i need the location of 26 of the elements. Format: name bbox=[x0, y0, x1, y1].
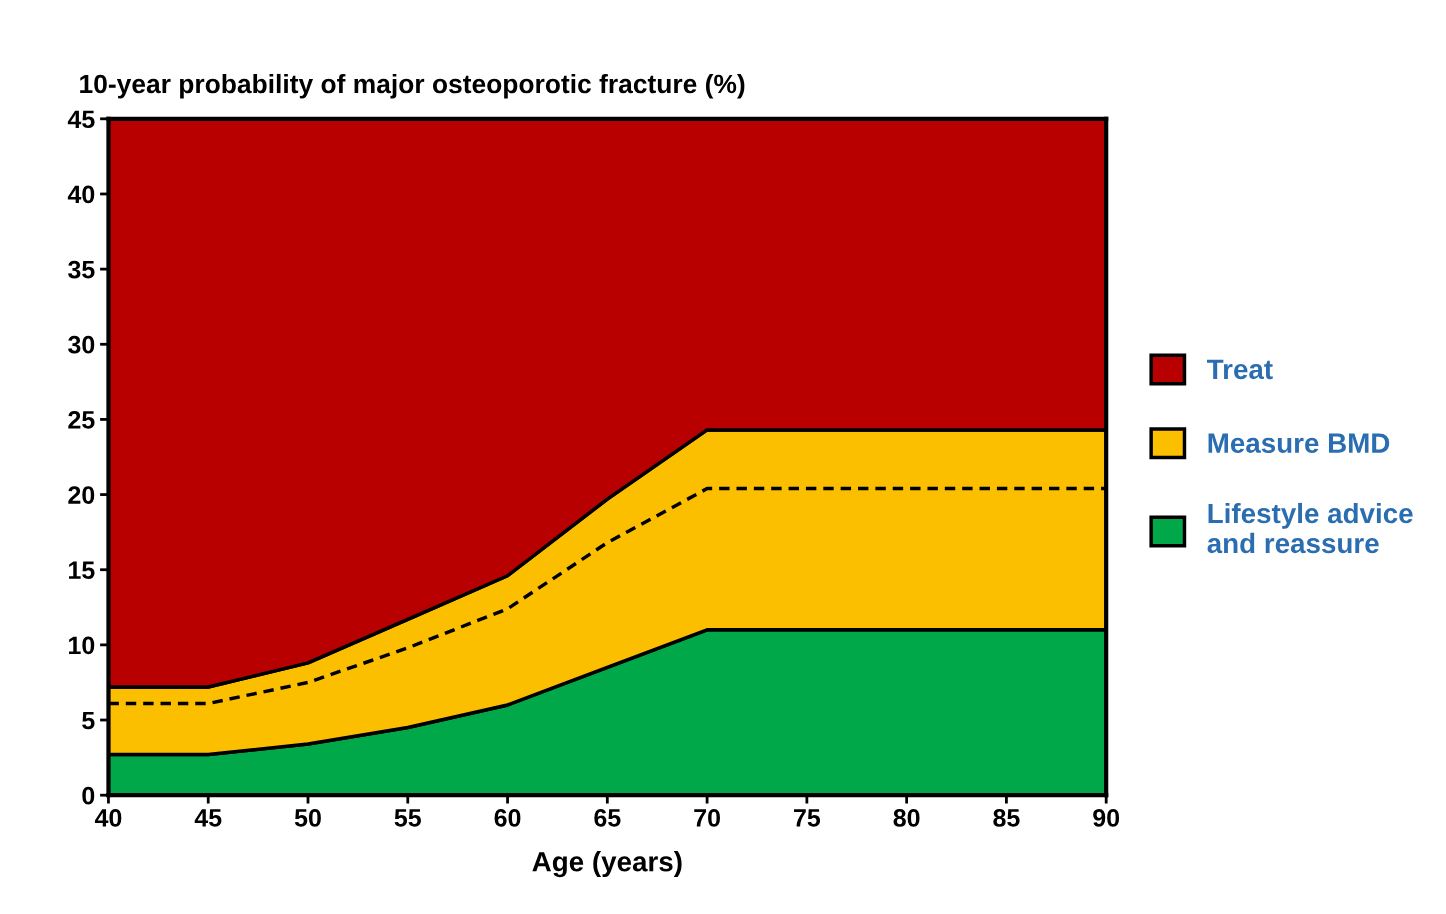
y-tick-label: 30 bbox=[68, 335, 95, 354]
x-tick-label: 70 bbox=[694, 809, 720, 827]
y-tick-label: 10 bbox=[69, 636, 95, 655]
y-tick-label: 25 bbox=[68, 411, 95, 429]
x-tick-label: 50 bbox=[294, 809, 321, 827]
x-tick-label: 80 bbox=[893, 809, 920, 827]
legend-label: Treat bbox=[1207, 359, 1273, 380]
x-tick-label: 60 bbox=[494, 809, 521, 827]
x-tick-label: 45 bbox=[194, 809, 222, 827]
y-tick-label: 40 bbox=[67, 185, 95, 204]
y-tick-label: 15 bbox=[69, 561, 95, 580]
x-tick-label: 90 bbox=[1093, 809, 1120, 827]
x-axis-title: Age (years) bbox=[532, 851, 682, 878]
y-axis-title: 10-year probability of major osteoporotic fracture (%) bbox=[80, 73, 745, 99]
y-tick-label: 45 bbox=[67, 110, 95, 129]
x-tick-label: 40 bbox=[94, 809, 122, 827]
legend-label: Measure BMD bbox=[1208, 433, 1390, 453]
x-tick-label: 85 bbox=[993, 809, 1020, 827]
legend-label: Lifestyle advice and reassure bbox=[1207, 502, 1413, 554]
x-tick-label: 55 bbox=[394, 809, 421, 827]
y-tick-label: 35 bbox=[68, 260, 95, 279]
y-tick-label: 20 bbox=[68, 486, 95, 504]
x-tick-label: 65 bbox=[594, 809, 621, 827]
y-tick-label: 5 bbox=[82, 711, 95, 730]
y-tick-label: 0 bbox=[82, 786, 95, 805]
x-tick-label: 75 bbox=[794, 809, 821, 827]
